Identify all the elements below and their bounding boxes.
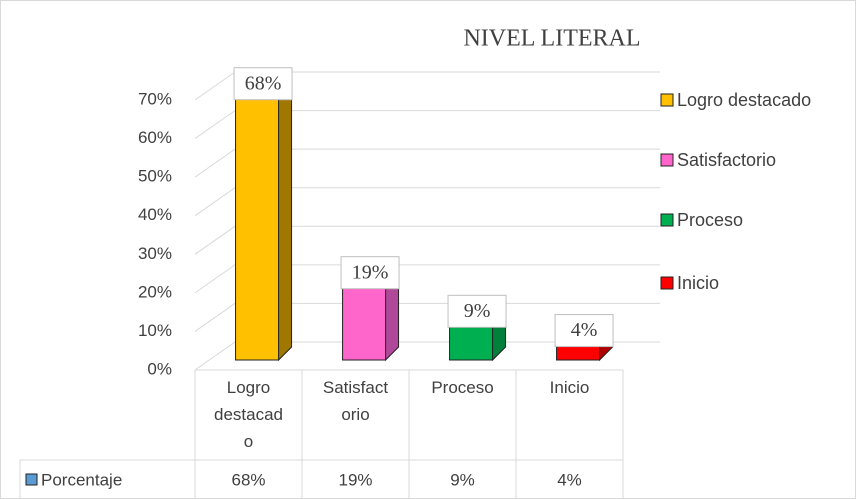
legend-key (25, 473, 38, 486)
value-label: 9% (464, 300, 491, 322)
series-name: Porcentaje (41, 470, 122, 489)
bar (449, 324, 494, 361)
bar (235, 97, 280, 361)
y-tick-label: 20% (138, 282, 172, 301)
value-label-box (447, 294, 507, 328)
table-value: 4% (557, 470, 582, 489)
grid-line (194, 187, 660, 217)
category-label-text: Inicio (549, 378, 590, 397)
table-value: 19% (338, 470, 372, 489)
category-label-text: Satisfactorio (322, 378, 389, 424)
grid-line (194, 302, 660, 332)
y-tick-label: 10% (138, 321, 172, 340)
grid-line (194, 341, 660, 371)
value-label: 68% (245, 72, 282, 94)
category-label: Satisfactorio (322, 378, 389, 424)
y-tick-label: 60% (138, 128, 172, 147)
legend-label: Logro destacado (677, 90, 811, 110)
category-label: Logro destacado (214, 378, 283, 451)
y-tick-label: 70% (138, 89, 172, 108)
value-label-box (554, 314, 614, 348)
legend-key (660, 276, 674, 290)
bar-side (278, 83, 293, 362)
grid-line (194, 110, 660, 139)
legend-label: Inicio (677, 273, 719, 293)
value-label-box (233, 67, 293, 101)
table-value: 9% (450, 470, 475, 489)
legend-label: Satisfactorio (677, 150, 776, 170)
category-label-text: Logro destacado (214, 378, 283, 451)
category-label-text: Proceso (431, 378, 494, 397)
chart-title: NIVEL LITERAL (463, 26, 640, 52)
y-tick-label: 30% (138, 244, 172, 263)
bar (342, 286, 387, 361)
grid-line (194, 148, 660, 178)
value-label: 4% (571, 319, 598, 341)
category-label: Proceso (431, 378, 494, 397)
legend-key (660, 213, 674, 227)
value-label-box (340, 256, 400, 290)
category-label: Inicio (549, 378, 590, 397)
legend-key (660, 93, 674, 107)
grid-line (194, 264, 660, 294)
legend-label: Proceso (677, 210, 743, 230)
y-tick-label: 40% (138, 205, 172, 224)
table-value: 68% (231, 470, 265, 489)
y-tick-label: 0% (147, 359, 172, 378)
grid-line (194, 225, 660, 255)
y-tick-label: 50% (138, 167, 172, 186)
legend-key (660, 153, 674, 167)
value-label: 19% (352, 261, 389, 283)
